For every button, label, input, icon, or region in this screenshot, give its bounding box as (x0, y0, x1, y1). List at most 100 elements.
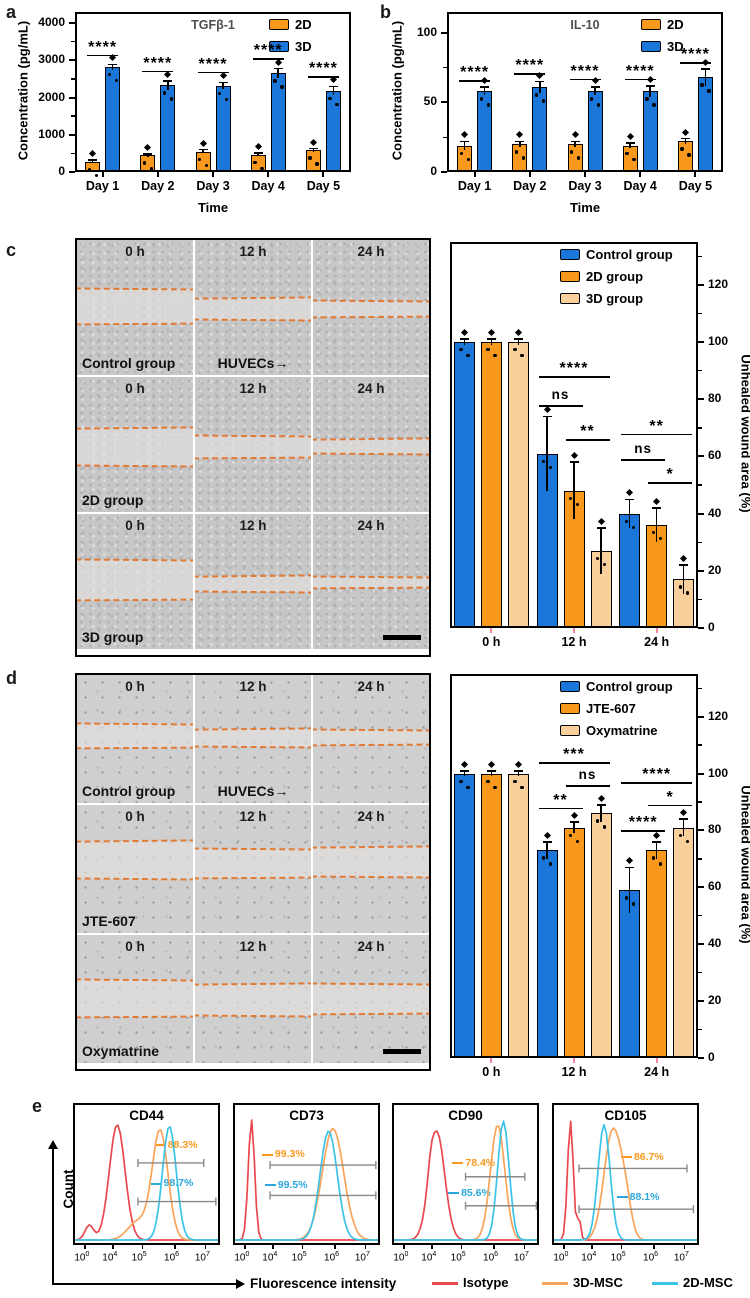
x-cat-label: 12 h (561, 1065, 587, 1079)
sig-label: ns (551, 386, 570, 402)
error-cap (515, 140, 525, 143)
sig-line (252, 58, 284, 60)
data-dot (459, 779, 463, 783)
group-label: 3D group (82, 629, 144, 645)
data-dot (603, 825, 607, 829)
error-bar (546, 416, 548, 491)
log-tick-label: 107 (354, 1251, 370, 1264)
error-bar (463, 339, 466, 345)
gate-percent-label: 99.5% (264, 1179, 308, 1191)
log-tick (301, 1245, 304, 1249)
y-tick (698, 512, 704, 515)
micro-tile: 12 h HUVECs→ (195, 675, 311, 803)
log-tick (112, 1245, 114, 1249)
bar-Control group (536, 850, 558, 1058)
error-bar (649, 85, 651, 97)
x-cat-label: Day 2 (513, 179, 547, 193)
error-cap (218, 81, 228, 84)
y-tick (441, 31, 447, 34)
wound-edge-line (77, 464, 193, 468)
legend-label: Control group (586, 247, 673, 262)
gate-label-dash (616, 1196, 628, 1199)
y-tick-label: 0 (708, 620, 715, 634)
log-tick (244, 1245, 246, 1249)
error-cap (625, 141, 635, 144)
x-cat-label: Day 4 (251, 179, 285, 193)
y-tick-label: 20 (708, 993, 722, 1008)
bar-2D (305, 150, 321, 172)
flow-curve (554, 1120, 697, 1241)
data-dot (466, 354, 470, 358)
data-dot (707, 89, 711, 93)
data-dot-diamond (543, 831, 551, 839)
flow-curve (75, 1129, 218, 1241)
flow-marker-title: CD105 (604, 1108, 647, 1123)
error-cap (273, 67, 283, 70)
data-dot (308, 156, 312, 160)
x-cat-tick (212, 172, 214, 177)
micro-tile: 0 h JTE-607 (77, 805, 193, 933)
sig-label: **** (88, 38, 118, 56)
bar-Control group (619, 513, 641, 628)
error-cap (680, 137, 690, 140)
data-dot (162, 91, 167, 95)
group-label: JTE-607 (82, 913, 136, 929)
data-dot (569, 833, 573, 837)
log-tick (141, 1245, 144, 1249)
wound-edge-line (313, 452, 429, 456)
gate-label-dash (150, 1182, 162, 1185)
y-minor-tick (71, 115, 75, 117)
log-tick-label: 100 (553, 1251, 569, 1264)
x-cat-tick (584, 172, 586, 177)
time-label: 24 h (357, 244, 385, 259)
data-dot (521, 156, 526, 160)
error-bar (517, 339, 520, 345)
data-dot (549, 465, 553, 469)
wound-edge-line (77, 746, 193, 750)
legend-label: 2D group (586, 269, 644, 284)
data-dot-diamond (680, 809, 688, 817)
data-dot (328, 96, 332, 101)
wound-edge-line (195, 846, 311, 851)
bar-2D (567, 144, 583, 172)
time-label: 12 h (239, 939, 267, 954)
log-exponent: 6 (335, 1251, 340, 1258)
error-cap (596, 527, 606, 529)
wound-edge-line (195, 590, 311, 594)
log-exponent: 0 (85, 1251, 90, 1258)
error-bar (546, 841, 548, 859)
data-dot (569, 496, 573, 501)
data-dot (549, 862, 553, 866)
legend-swatch-2D (269, 19, 289, 30)
y-tick (698, 569, 704, 572)
micro-tile: 24 h (313, 240, 429, 375)
flow-legend-label: 3D-MSC (573, 1275, 623, 1290)
log-exponent: 5 (621, 1251, 626, 1258)
log-tick (334, 1245, 336, 1249)
y-tick (69, 59, 75, 62)
y-minor-tick (698, 971, 702, 974)
time-label: 0 h (125, 679, 145, 694)
y-axis-label: Unhealed wound area (%) (738, 354, 750, 513)
log-tick-label: 104 (581, 1251, 597, 1264)
micro-tile: 12 h HUVECs→ (195, 240, 311, 375)
time-label: 0 h (125, 381, 145, 396)
flow-curve (75, 1126, 218, 1241)
chart-title: TGFβ-1 (191, 18, 235, 32)
x-cat-label: 0 h (482, 635, 501, 649)
micro-tile: 0 h 3D group (77, 514, 193, 649)
y-tick (69, 171, 75, 173)
error-bar (704, 69, 707, 86)
y-tick-label: 120 (708, 708, 729, 723)
log-exponent: 0 (245, 1251, 250, 1258)
micro-tile: 24 h (313, 935, 429, 1063)
sig-line (538, 762, 610, 764)
y-minor-tick (698, 744, 702, 746)
error-bar (600, 804, 602, 822)
data-dot-diamond (199, 139, 207, 147)
time-label: 0 h (125, 809, 145, 824)
data-dot (687, 153, 691, 157)
wound-area (313, 577, 429, 589)
flow-legend-label: Isotype (463, 1275, 509, 1290)
wound-edge-line (313, 743, 429, 747)
